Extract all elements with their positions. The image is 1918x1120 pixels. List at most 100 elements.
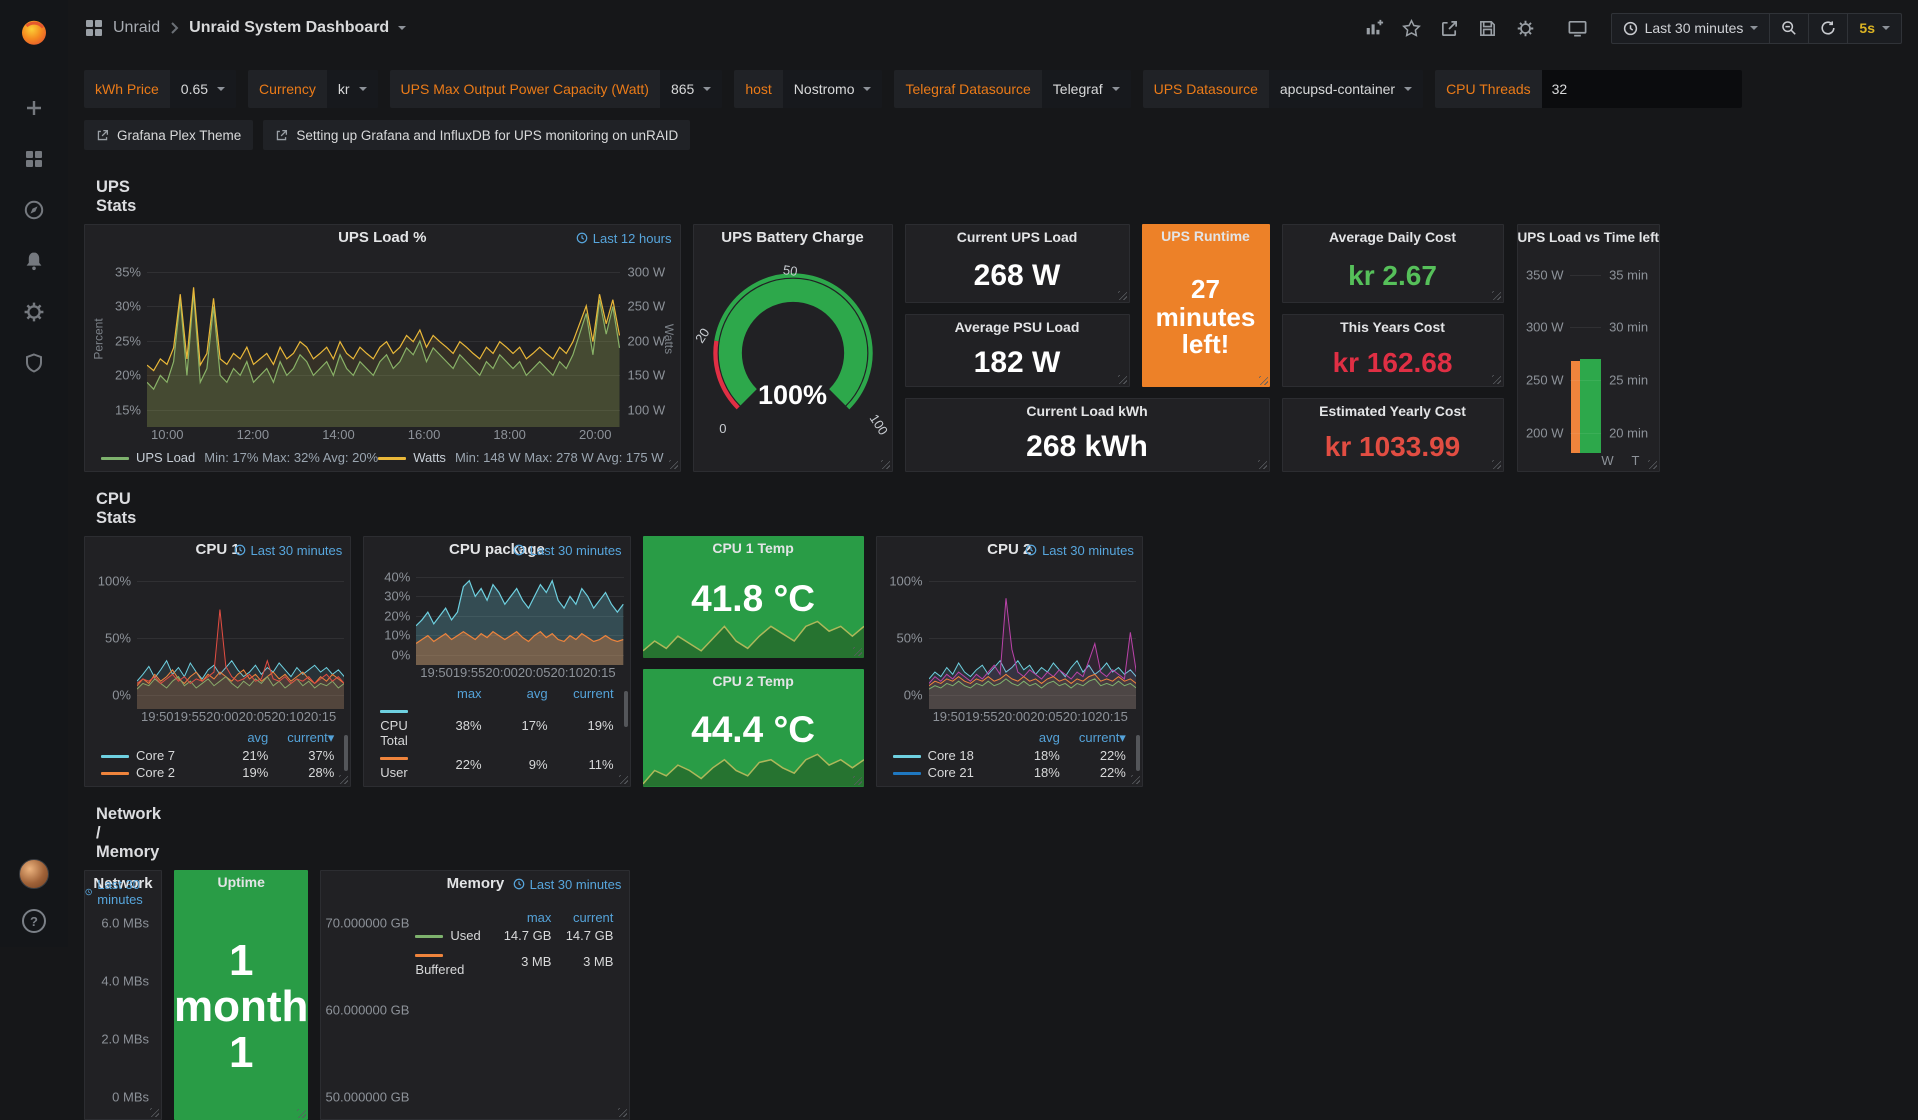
apps-grid-icon[interactable] xyxy=(84,18,104,38)
panel-title[interactable]: Current UPS Load xyxy=(956,228,1078,245)
legend-col-header[interactable]: avg xyxy=(247,730,269,746)
legend-series-toggle[interactable]: Core 18 xyxy=(892,747,998,764)
panel-resize-handle[interactable] xyxy=(880,459,890,469)
plot-area[interactable] xyxy=(928,567,1136,709)
panel-title[interactable]: Average PSU Load xyxy=(954,318,1080,335)
panel-header[interactable]: Current Load kWh xyxy=(906,399,1269,423)
legend-col-header[interactable]: current xyxy=(573,685,614,701)
save-button[interactable] xyxy=(1473,13,1503,43)
panel-resize-handle[interactable] xyxy=(618,774,628,784)
configuration-gear-icon[interactable] xyxy=(22,300,46,324)
dashboard-title[interactable]: Unraid System Dashboard xyxy=(189,19,390,36)
panel-header[interactable]: UPS Battery Charge xyxy=(694,225,892,251)
legend-series-toggle[interactable]: Core 7 xyxy=(101,747,206,764)
panel-header[interactable]: UPS Load vs Time left xyxy=(1518,225,1660,251)
legend-series-toggle[interactable]: Core 2 xyxy=(101,764,206,781)
variable-value-dropdown[interactable]: Telegraf xyxy=(1041,70,1131,108)
link-grafana-plex-theme[interactable]: Grafana Plex Theme xyxy=(84,120,254,150)
panel-title[interactable]: Average Daily Cost xyxy=(1328,228,1457,245)
bar-time-left[interactable] xyxy=(1579,359,1602,453)
star-button[interactable] xyxy=(1397,13,1427,43)
variable-value-dropdown[interactable]: apcupsd-container xyxy=(1268,70,1424,108)
panel-header[interactable]: CPU 1 Last 30 minutes xyxy=(85,537,350,563)
user-avatar[interactable] xyxy=(19,859,49,889)
variable-value-dropdown[interactable]: 0.65 xyxy=(169,70,237,108)
panel-header[interactable]: Uptime xyxy=(174,870,308,894)
panel-header[interactable]: CPU 2 Temp xyxy=(643,669,864,693)
panel-resize-handle[interactable] xyxy=(339,774,349,784)
plot-area[interactable] xyxy=(137,567,345,709)
panel-title[interactable]: Estimated Yearly Cost xyxy=(1319,402,1466,419)
link-ups-monitoring-guide[interactable]: Setting up Grafana and InfluxDB for UPS … xyxy=(263,120,691,150)
panel-resize-handle[interactable] xyxy=(1648,459,1658,469)
server-admin-shield-icon[interactable] xyxy=(22,351,46,375)
panel-resize-handle[interactable] xyxy=(1257,459,1267,469)
legend-series-toggle[interactable]: Core 21 xyxy=(892,764,998,781)
legend-col-header[interactable]: current▾ xyxy=(287,729,335,745)
legend-series-toggle[interactable]: CPU Total xyxy=(380,702,419,749)
panel-resize-handle[interactable] xyxy=(1117,374,1127,384)
grafana-logo[interactable] xyxy=(14,12,54,52)
explore-compass-icon[interactable] xyxy=(22,198,46,222)
panel-header[interactable]: Estimated Yearly Cost xyxy=(1283,399,1503,423)
panel-title[interactable]: CPU 1 xyxy=(195,541,240,559)
plot-area[interactable] xyxy=(147,255,620,427)
panel-title[interactable]: CPU 1 Temp xyxy=(712,539,794,556)
legend-series-toggle[interactable]: User xyxy=(380,749,419,781)
refresh-interval-picker[interactable]: 5s xyxy=(1847,12,1902,44)
breadcrumb-folder[interactable]: Unraid xyxy=(113,19,161,36)
alerting-bell-icon[interactable] xyxy=(22,249,46,273)
panel-resize-handle[interactable] xyxy=(1491,374,1501,384)
share-button[interactable] xyxy=(1435,13,1465,43)
legend-series-toggle[interactable]: Used xyxy=(415,926,493,945)
zoom-out-button[interactable] xyxy=(1769,12,1810,44)
panel-title[interactable]: This Years Cost xyxy=(1340,318,1445,335)
panel-title[interactable]: Memory xyxy=(446,875,505,893)
panel-header[interactable]: This Years Cost xyxy=(1283,315,1503,339)
panel-resize-handle[interactable] xyxy=(1117,290,1127,300)
refresh-button[interactable] xyxy=(1808,12,1849,44)
dashboard-settings-gear-icon[interactable] xyxy=(1511,13,1541,43)
plot-area[interactable] xyxy=(416,567,624,665)
panel-resize-handle[interactable] xyxy=(852,646,862,656)
panel-title[interactable]: UPS Load % xyxy=(338,229,427,247)
panel-resize-handle[interactable] xyxy=(297,1108,307,1118)
create-plus-icon[interactable] xyxy=(22,96,46,120)
panel-header[interactable]: CPU 1 Temp xyxy=(643,536,864,560)
panel-resize-handle[interactable] xyxy=(852,775,862,785)
legend-col-header[interactable]: max xyxy=(526,909,552,925)
legend-scrollbar[interactable] xyxy=(1135,734,1140,771)
panel-title[interactable]: UPS Battery Charge xyxy=(721,229,864,247)
legend-col-header[interactable]: current xyxy=(572,909,614,925)
panel-title[interactable]: Uptime xyxy=(217,873,265,890)
panel-resize-handle[interactable] xyxy=(1491,290,1501,300)
legend-col-header[interactable]: avg xyxy=(1038,730,1060,746)
plot-area[interactable] xyxy=(1569,255,1602,453)
legend-scrollbar[interactable] xyxy=(344,734,349,771)
dashboards-icon[interactable] xyxy=(22,147,46,171)
legend-series-toggle[interactable]: Buffered xyxy=(415,945,493,979)
panel-header[interactable]: CPU 2 Last 30 minutes xyxy=(877,537,1142,563)
legend-col-header[interactable]: max xyxy=(457,685,482,701)
variable-value-dropdown[interactable]: 865 xyxy=(659,70,723,108)
panel-header[interactable]: Current UPS Load xyxy=(906,225,1129,249)
panel-resize-handle[interactable] xyxy=(1491,459,1501,469)
panel-resize-handle[interactable] xyxy=(618,1107,628,1117)
legend-col-header[interactable]: current▾ xyxy=(1078,729,1126,745)
panel-header[interactable]: CPU package Last 30 minutes xyxy=(364,537,629,563)
time-range-picker[interactable]: Last 30 minutes xyxy=(1610,12,1771,44)
panel-title[interactable]: Current Load kWh xyxy=(1026,402,1148,419)
variable-value-dropdown[interactable]: kr xyxy=(326,70,378,108)
panel-header[interactable]: Average PSU Load xyxy=(906,315,1129,339)
panel-resize-handle[interactable] xyxy=(1258,375,1268,385)
panel-header[interactable]: UPS Load % Last 12 hours xyxy=(85,225,680,251)
panel-title[interactable]: CPU 2 xyxy=(987,541,1032,559)
cycle-view-tv-icon[interactable] xyxy=(1563,13,1593,43)
add-panel-button[interactable] xyxy=(1359,13,1389,43)
legend-col-header[interactable]: avg xyxy=(526,685,548,701)
panel-title[interactable]: Network xyxy=(93,875,153,893)
panel-title[interactable]: UPS Runtime xyxy=(1161,227,1250,244)
panel-header[interactable]: UPS Runtime xyxy=(1142,224,1270,248)
panel-title[interactable]: CPU 2 Temp xyxy=(712,672,794,689)
panel-header[interactable]: Network Last 30 minutes xyxy=(85,871,161,907)
